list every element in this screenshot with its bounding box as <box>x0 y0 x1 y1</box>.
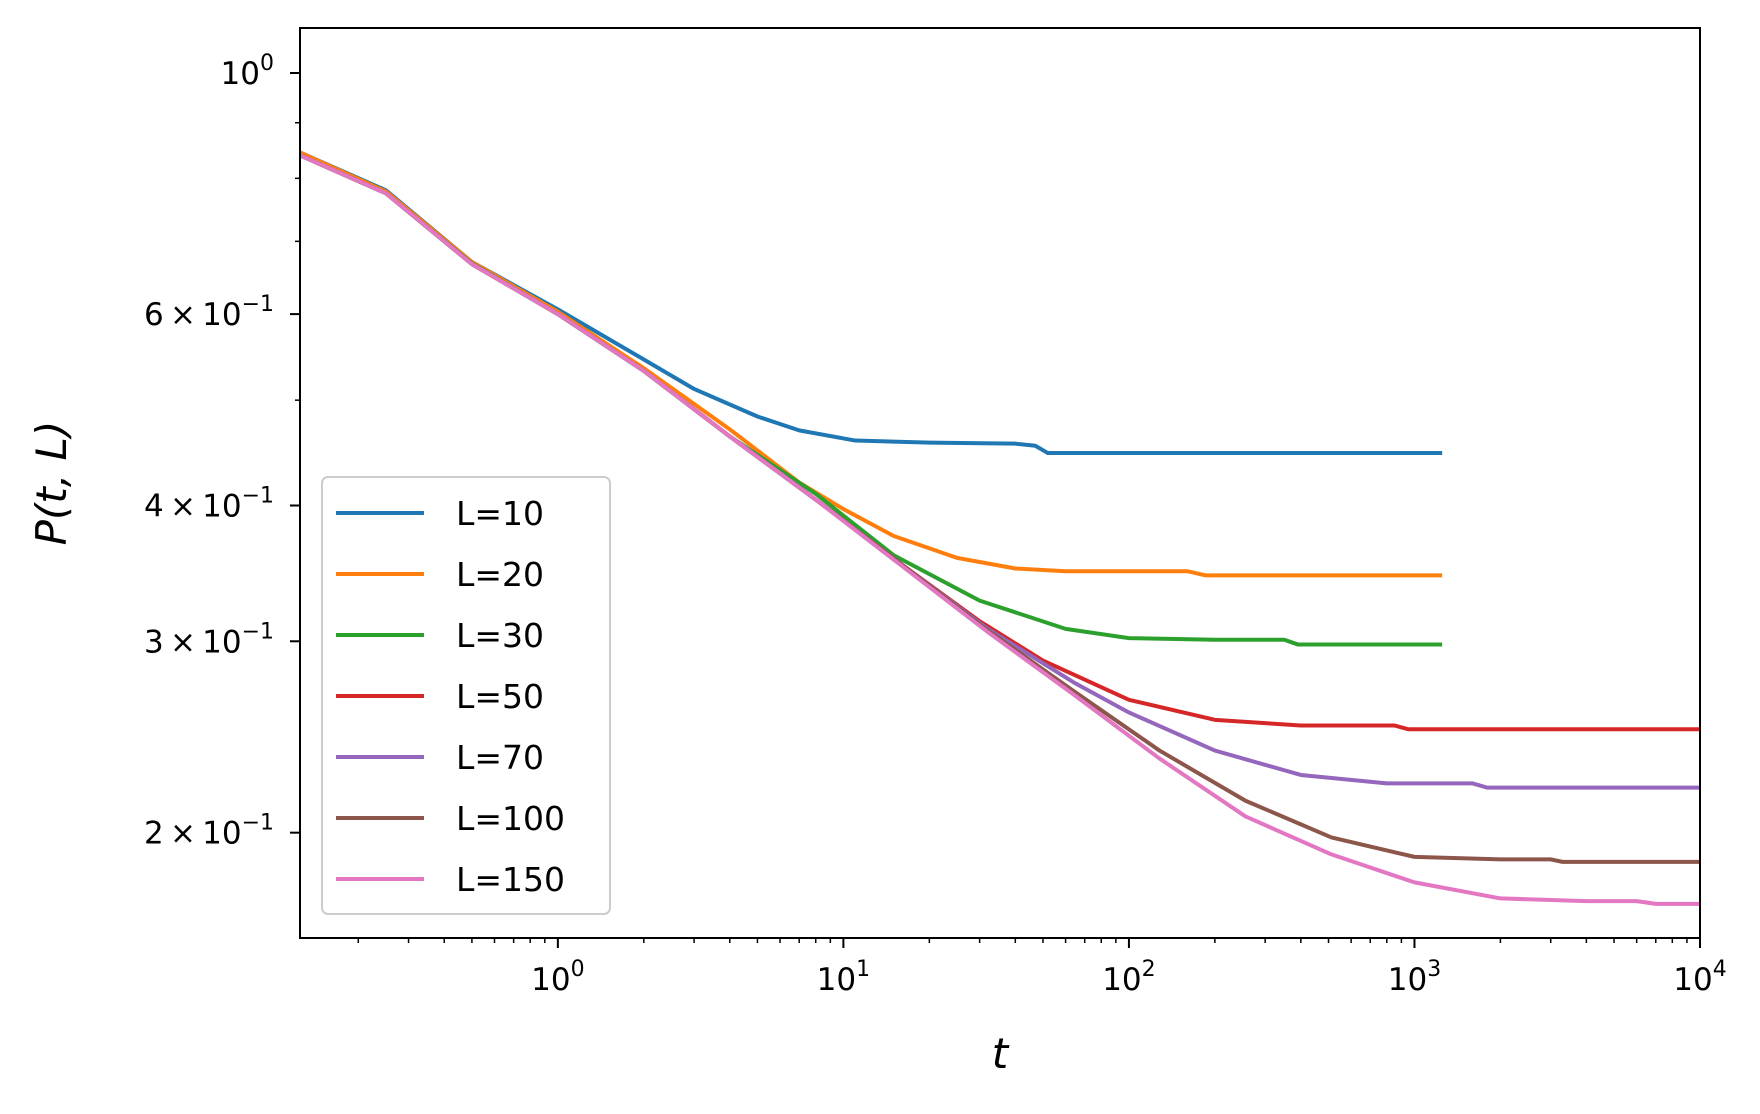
legend: L=10 L=20 L=30 L=50 L=70 L=100 L=150 <box>321 476 611 915</box>
y-tick-label: 100 <box>221 51 274 92</box>
y-tick-label: 2 × 10−1 <box>144 811 274 852</box>
y-tick-label: 6 × 10−1 <box>144 292 274 333</box>
x-tick-label: 104 <box>1673 957 1726 998</box>
legend-label: L=150 <box>456 860 565 899</box>
legend-label: L=70 <box>456 738 544 777</box>
y-axis-title: P(t, L) <box>27 421 76 546</box>
y-tick-label: 3 × 10−1 <box>144 619 274 660</box>
x-axis-title: t <box>992 1029 1010 1078</box>
legend-label: L=20 <box>456 555 544 594</box>
plot-frame <box>299 27 1701 939</box>
legend-label: L=30 <box>456 616 544 655</box>
x-tick-label: 100 <box>531 957 584 998</box>
x-tick-label: 102 <box>1102 957 1155 998</box>
legend-label: L=50 <box>456 677 544 716</box>
legend-label: L=10 <box>456 494 544 533</box>
x-tick-label: 101 <box>817 957 870 998</box>
legend-label: L=100 <box>456 799 565 838</box>
y-tick-label: 4 × 10−1 <box>144 483 274 524</box>
series-group <box>300 150 1700 906</box>
legend-box <box>321 476 611 915</box>
series-line-l-150 <box>300 153 1700 906</box>
x-tick-label: 103 <box>1388 957 1441 998</box>
series-line-l-10 <box>300 150 1443 456</box>
